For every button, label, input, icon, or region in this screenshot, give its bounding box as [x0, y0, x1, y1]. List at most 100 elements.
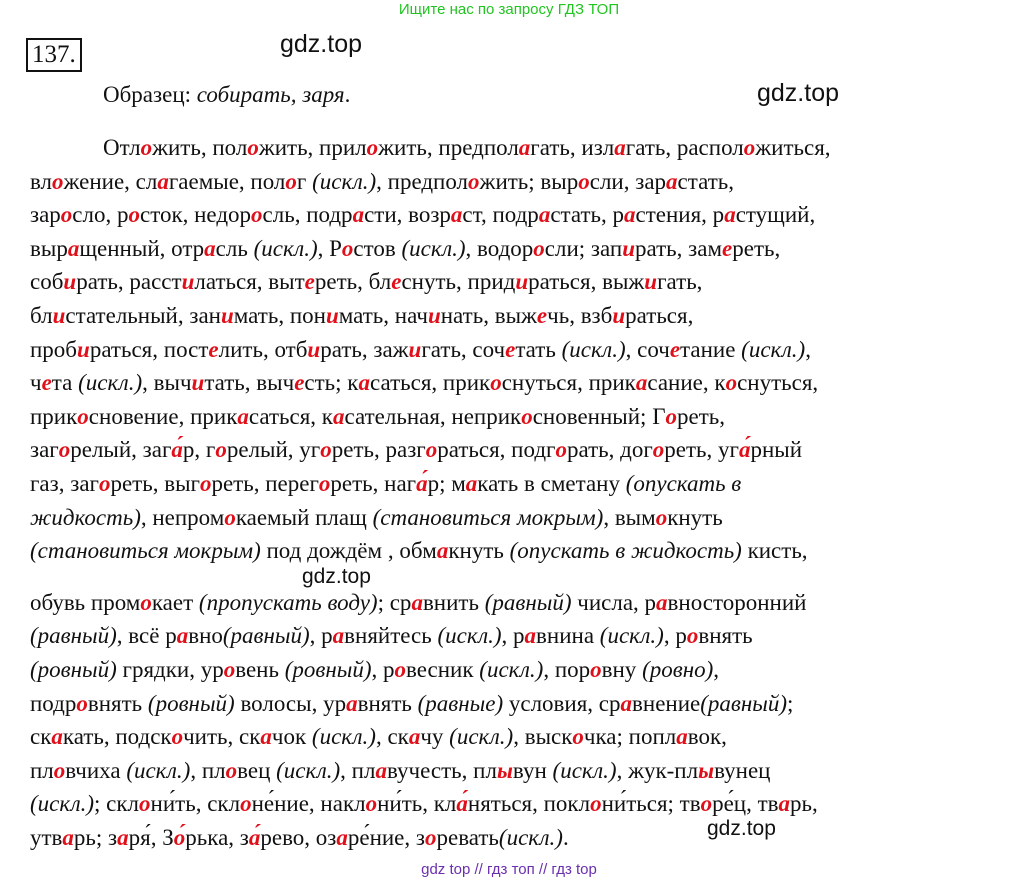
highlighted-vowel: и	[77, 336, 90, 362]
highlighted-vowel: и	[325, 302, 339, 328]
highlighted-vowel: а	[778, 791, 791, 817]
text-run: ре́ние, з	[347, 824, 425, 850]
text-run: стать,	[677, 168, 734, 194]
highlighted-vowel: о	[366, 135, 379, 160]
text-run: гать,	[657, 269, 703, 295]
text-run: ,	[805, 336, 811, 362]
text-run: условия, ср	[503, 690, 621, 716]
highlighted-vowel: и	[220, 302, 234, 328]
text-run: сль	[215, 235, 254, 261]
text-run: ревать	[436, 824, 499, 850]
text-run: релый, уг	[226, 437, 321, 463]
text-line	[30, 568, 1005, 586]
highlighted-vowel: о	[98, 470, 111, 496]
highlighted-vowel: о́	[173, 824, 186, 850]
highlighted-vowel: о	[320, 437, 332, 463]
text-run: ни́ться; тв	[601, 791, 701, 817]
text-run: сание, к	[647, 370, 726, 396]
text-line: газ, загореть, выгореть, перегореть, наг…	[30, 467, 1005, 501]
highlighted-vowel: а	[614, 135, 626, 160]
highlighted-vowel: о	[76, 690, 88, 716]
italic-note: (искл.)	[552, 757, 617, 783]
text-run: реть,	[732, 235, 781, 261]
text-run: г	[296, 168, 313, 194]
highlighted-vowel: о	[224, 504, 236, 530]
bottom-banner[interactable]: gdz top // гдз топ // гдз top	[421, 861, 597, 878]
highlighted-vowel: о	[655, 504, 668, 530]
highlighted-vowel: и	[52, 302, 66, 328]
italic-note: жидкость)	[30, 504, 141, 530]
text-line: вложение, слагаемые, полог (искл.), пред…	[30, 165, 1005, 199]
text-run: вец	[237, 757, 277, 783]
text-run: стать, р	[550, 202, 625, 228]
highlighted-vowel: а	[676, 724, 688, 750]
text-run: стущий,	[735, 202, 816, 228]
highlighted-vowel: и	[612, 302, 626, 328]
highlighted-vowel: е	[722, 235, 733, 261]
text-run: чок	[271, 724, 312, 750]
highlighted-vowel: и	[307, 336, 321, 362]
text-run: кнуть	[448, 538, 510, 564]
italic-note: (искл.)	[311, 724, 376, 750]
text-run: лить, отб	[218, 336, 308, 362]
text-run: латься, выт	[194, 269, 305, 295]
text-run: жение, сл	[63, 168, 158, 194]
highlighted-vowel: о	[199, 470, 212, 496]
text-run: вносторонний	[667, 589, 807, 615]
highlighted-vowel: а́	[416, 470, 428, 496]
highlighted-vowel: о	[394, 656, 407, 682]
highlighted-vowel: а́	[171, 437, 183, 463]
highlighted-vowel: а	[666, 168, 678, 194]
text-run: сть; к	[304, 370, 359, 396]
text-run: ре́ц, тв	[712, 791, 779, 817]
text-run: сль, подр	[262, 202, 353, 228]
italic-note: (равный)	[484, 589, 572, 615]
top-banner[interactable]: Ищите нас по запросу ГДЗ ТОП	[398, 1, 620, 18]
highlighted-vowel: о	[140, 135, 153, 160]
highlighted-vowel: о	[247, 135, 259, 160]
text-run: ;	[787, 690, 794, 716]
text-run: проб	[30, 336, 78, 362]
text-run: кнуть	[667, 504, 723, 530]
text-run: гать, распол	[625, 135, 744, 160]
highlighted-vowel: а	[450, 202, 463, 228]
text-line: блистательный, занимать, понимать, начин…	[30, 299, 1005, 333]
text-run: реть, наг	[330, 470, 417, 496]
text-run: , Р	[317, 235, 342, 261]
highlighted-vowel: а	[336, 824, 348, 850]
text-run: реть,	[677, 403, 725, 429]
text-run: чь, взб	[547, 302, 613, 328]
highlighted-vowel: о	[743, 135, 756, 160]
highlighted-vowel: о	[53, 757, 66, 783]
text-run: р, г	[182, 437, 216, 463]
text-run: жить, прил	[258, 135, 367, 160]
text-run: няться, покл	[467, 791, 591, 817]
highlighted-vowel: е	[304, 269, 315, 295]
highlighted-vowel: о	[318, 470, 331, 496]
watermark: gdz.top	[707, 817, 776, 840]
highlighted-vowel: о	[578, 168, 590, 194]
text-run: ч	[30, 370, 42, 396]
text-run: пл	[30, 757, 54, 783]
highlighted-vowel: о	[140, 589, 152, 615]
text-run: тать, выч	[204, 370, 295, 396]
highlighted-vowel: о	[468, 168, 480, 194]
text-run: , соч	[625, 336, 670, 362]
italic-note: (искл.)	[276, 757, 341, 783]
text-run: нать, выж	[440, 302, 537, 328]
highlighted-vowel: и	[515, 269, 529, 295]
text-run: бл	[30, 302, 53, 328]
exercise-text: Отложить, положить, приложить, предполаг…	[30, 131, 1005, 854]
text-run: , р	[309, 623, 333, 649]
highlighted-vowel: а	[237, 403, 249, 429]
text-line: (равный), всё равно(равный), равняйтесь …	[30, 619, 1005, 653]
text-line: Отложить, положить, приложить, предполаг…	[30, 131, 1005, 165]
italic-note: (ровный)	[284, 656, 372, 682]
text-run: релый, заг	[70, 437, 172, 463]
highlighted-vowel: а	[465, 470, 478, 496]
text-line: скакать, подскочить, скачок (искл.), ска…	[30, 720, 1005, 754]
text-run: рево, оз	[260, 824, 337, 850]
italic-note: (опускать в	[625, 470, 742, 496]
text-run: раться, пост	[89, 336, 209, 362]
text-run: не́ние, накл	[251, 791, 366, 817]
